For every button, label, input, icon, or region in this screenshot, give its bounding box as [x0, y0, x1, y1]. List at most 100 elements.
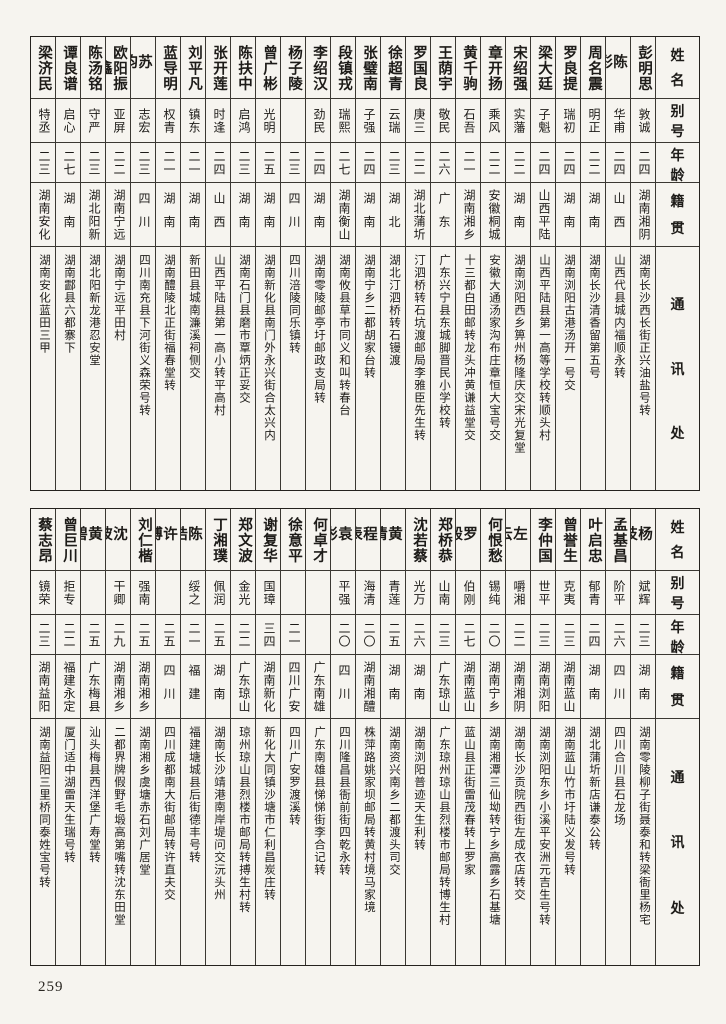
- name-cell: 袁彬: [331, 509, 355, 571]
- column-header: 别号: [656, 571, 699, 615]
- alias-cell: [81, 571, 105, 615]
- age-cell: 二三: [556, 615, 580, 655]
- person-column: 罗毅伯刚二七湖南蓝山蓝山县正街雷茂春转上罗家: [455, 509, 480, 965]
- address-cell: 湖南湘乡虞塘赤石刘广居堂: [138, 726, 150, 876]
- name-cell: 罗毅: [456, 509, 480, 571]
- name-cell: 段镇戎: [331, 37, 355, 99]
- address-cell: 湖南新化县南门外永兴街合太兴内: [263, 254, 275, 442]
- age-cell: 二五: [206, 615, 230, 655]
- origin-cell: 湖北: [381, 183, 405, 247]
- alias-cell: 锡纯: [481, 571, 505, 615]
- age-cell: 二三: [31, 615, 55, 655]
- origin-cell: 湖南湘阴: [631, 183, 655, 247]
- age-cell: 二二: [56, 615, 80, 655]
- address-cell: 山西代县城内福顺永转: [613, 254, 625, 379]
- directory-table-top: 姓名别号年龄籍贯通讯处彭明思敦诚二四湖南湘阴湖南长沙西长街正兴油盐号转陈彩华甫二…: [30, 36, 700, 491]
- origin-cell: 湖南: [231, 183, 255, 247]
- header-column: 姓名别号年龄籍贯通讯处: [655, 37, 699, 490]
- age-cell: 二七: [456, 615, 480, 655]
- age-cell: 二二: [581, 143, 605, 183]
- alias-cell: 启鸿: [231, 99, 255, 143]
- origin-cell: 湖南宁乡: [481, 655, 505, 719]
- address-cell: 湖南湘潭三仙坳转宁乡高露乡石基塘: [488, 726, 500, 926]
- column-header-char: 年: [670, 147, 685, 163]
- name-cell: 李绍汉: [306, 37, 330, 99]
- name-cell: 杨枝: [631, 509, 655, 571]
- address-cell: 湖南零陵邮亭圩邮政支局转: [313, 254, 325, 404]
- origin-cell: 湖南: [556, 183, 580, 247]
- alias-cell: 实藩: [506, 99, 530, 143]
- person-column: 彭明思 敦诚 二四 湖南湘阴 湖南长沙西长街正兴油盐号转: [630, 37, 655, 490]
- address-cell: 湖北蒲圻新店谦泰公转: [588, 726, 600, 851]
- address-cell: 湖南长沙靖港南岸堤问交沅头州: [213, 726, 225, 901]
- alias-cell: 干卿: [106, 571, 130, 615]
- person-column: 程表海清二〇湖南湘醴株萍路姚家坝邮局转黄村境马家境: [355, 509, 380, 965]
- age-cell: 二四: [556, 143, 580, 183]
- alias-cell: 国璋: [256, 571, 280, 615]
- alias-cell: 劲民: [306, 99, 330, 143]
- age-cell: 三四: [256, 615, 280, 655]
- alias-cell: 云瑞: [381, 99, 405, 143]
- origin-cell: 湖南蓝山: [456, 655, 480, 719]
- origin-cell: 湖南蓝山: [556, 655, 580, 719]
- person-column: 谢复华 国璋 三四 湖南新化 新化大同镇沙塘市仁利昌炭庄转: [255, 509, 280, 965]
- address-cell: 安徽大通汤家沟布庄章恒大宝号交: [488, 254, 500, 442]
- age-cell: 二六: [431, 143, 455, 183]
- alias-cell: 权青: [156, 99, 180, 143]
- column-header-char: 讯: [670, 360, 685, 377]
- address-cell: 湖北汀泗桥转石镘渡: [388, 254, 400, 367]
- column-header: 姓名: [656, 37, 699, 99]
- name-cell: 曾广彬: [256, 37, 280, 99]
- person-column: 罗良提 瑞初 二四 湖南 湖南浏阳古港汤开一号交: [555, 37, 580, 490]
- name-cell: 梁济民: [31, 37, 55, 99]
- alias-cell: 光明: [256, 99, 280, 143]
- person-column: 杨枝斌辉二三湖南湖南零陵柳子街聂泰和转梁衙里杨宅: [630, 509, 655, 965]
- address-cell: 汀泗桥转石坑渡邮局李雅臣先生转: [413, 254, 425, 442]
- address-cell: 湖南零陵柳子街聂泰和转梁衙里杨宅: [638, 726, 650, 926]
- person-column: 曾巨川 拒专 二二 福建永定 厦门适中湖雷天生瑞号转: [55, 509, 80, 965]
- alias-cell: 海清: [356, 571, 380, 615]
- alias-cell: 乘风: [481, 99, 505, 143]
- address-cell: 湖南长沙西长街正兴油盐号转: [638, 254, 650, 417]
- age-cell: 二五: [131, 615, 155, 655]
- address-cell: 厦门适中湖雷天生瑞号转: [63, 726, 75, 864]
- address-cell: 新田县城南濂溪祠侧交: [188, 254, 200, 379]
- address-cell: 湖南浏阳东乡小溪平安洲元吉生号转: [538, 726, 550, 926]
- age-cell: 二二: [231, 615, 255, 655]
- address-cell: 湖南安化蓝田三甲: [38, 254, 50, 354]
- origin-cell: 广东南雄: [306, 655, 330, 719]
- name-cell: 蔡志昂: [31, 509, 55, 571]
- column-header-char: 处: [670, 425, 685, 442]
- age-cell: 二四: [606, 143, 630, 183]
- age-cell: 二三: [381, 143, 405, 183]
- address-cell: 湖南宁远平田村: [113, 254, 125, 342]
- origin-cell: 湖南安化: [31, 183, 55, 247]
- column-header: 别号: [656, 99, 699, 143]
- name-cell: 李仲国: [531, 509, 555, 571]
- column-header-char: 贯: [670, 691, 685, 708]
- origin-cell: 湖南: [181, 183, 205, 247]
- address-cell: 湖南酃县六都寨下: [63, 254, 75, 354]
- alias-cell: 瑞熙: [331, 99, 355, 143]
- origin-cell: 福建: [181, 655, 205, 719]
- name-cell: 章开扬: [481, 37, 505, 99]
- person-column: 梁济民 特丞 二三 湖南安化 湖南安化蓝田三甲: [31, 37, 55, 490]
- age-cell: 二一: [281, 615, 305, 655]
- name-cell: 谢复华: [256, 509, 280, 571]
- name-cell: 谭良谱: [56, 37, 80, 99]
- column-header-char: 籍: [670, 193, 685, 210]
- age-cell: 二三: [431, 615, 455, 655]
- alias-cell: 斌辉: [631, 571, 655, 615]
- alias-cell: 绥之: [181, 571, 205, 615]
- person-column: 郑文波 金光 二二 广东琼山 琼州琼山县烈楼市邮局转搏生村转: [230, 509, 255, 965]
- person-column: 刘平凡 镇东 二一 湖南 新田县城南濂溪祠侧交: [180, 37, 205, 490]
- alias-cell: 青莲: [381, 571, 405, 615]
- column-header-char: 龄: [670, 167, 685, 183]
- person-column: 章开扬 乘风 二二 安徽桐城 安徽大通汤家沟布庄章恒大宝号交: [480, 37, 505, 490]
- age-cell: 二二: [506, 615, 530, 655]
- alias-cell: 特丞: [31, 99, 55, 143]
- address-cell: 广东兴宁县东城脚晋民小学校转: [438, 254, 450, 429]
- age-cell: 二〇: [356, 615, 380, 655]
- person-column: 刘仁楷 强南 二五 湖南湘乡 湖南湘乡虞塘赤石刘广居堂: [130, 509, 155, 965]
